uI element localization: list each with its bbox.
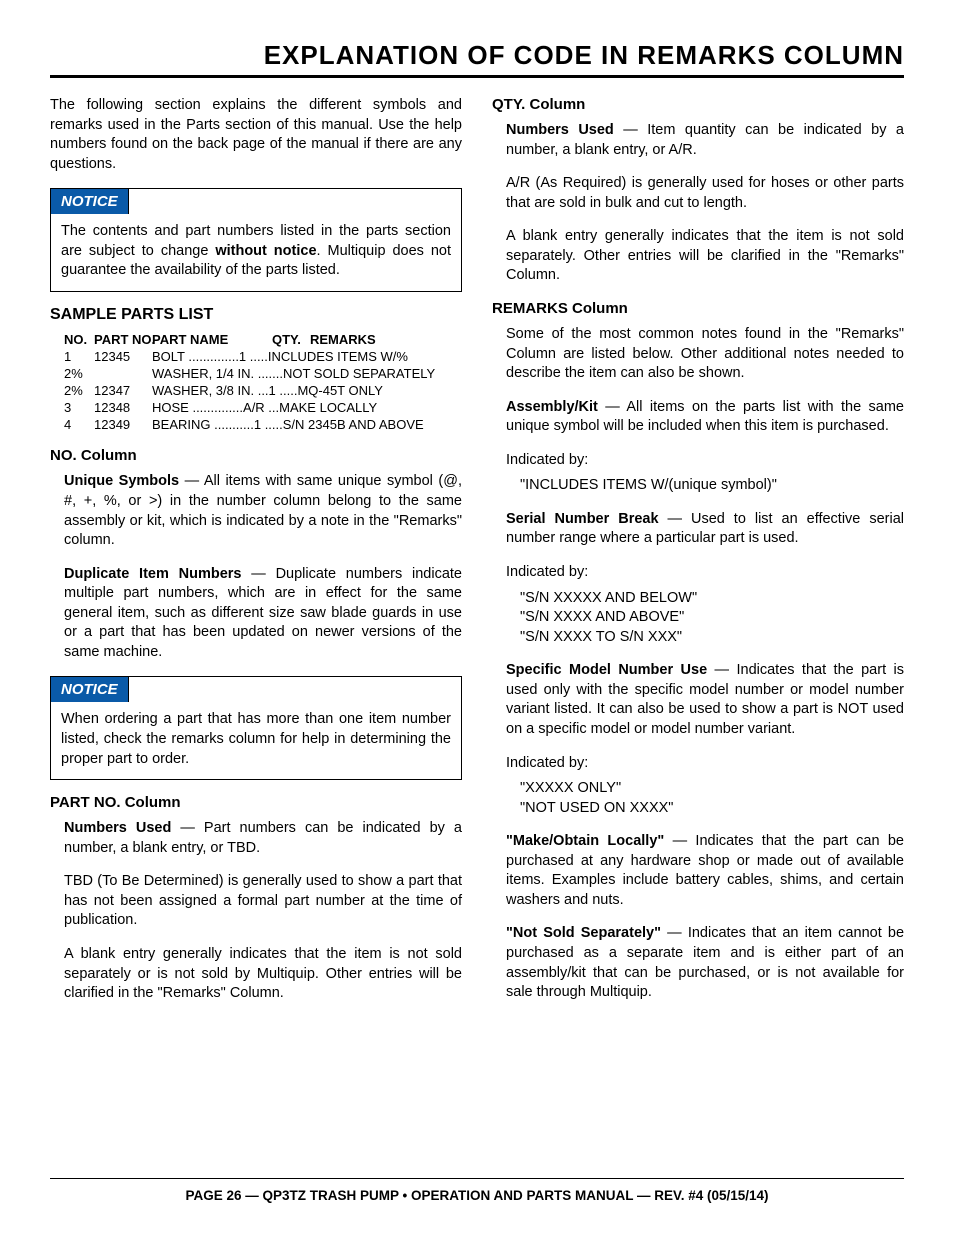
sample-parts-table: NO.PART NO.PART NAMEQTY.REMARKS 112345BO… (50, 332, 462, 433)
sample-parts-heading: SAMPLE PARTS LIST (50, 306, 462, 324)
assembly-kit-p: Assembly/Kit — All items on the parts li… (506, 398, 904, 437)
notice-body: When ordering a part that has more than … (51, 702, 461, 779)
partno-p1: Numbers Used — Part numbers can be indic… (64, 819, 462, 858)
content-columns: The following section explains the diffe… (50, 96, 904, 1018)
notice-label: NOTICE (50, 676, 129, 702)
no-col-p2: Duplicate Item Numbers — Duplicate numbe… (64, 565, 462, 663)
snb-q1: "S/N XXXXX AND BELOW" (520, 589, 904, 609)
table-header-row: NO.PART NO.PART NAMEQTY.REMARKS (64, 332, 462, 347)
snb-q2: "S/N XXXX AND ABOVE" (520, 608, 904, 628)
indicated-by-3: Indicated by: (506, 754, 904, 774)
table-row: 2%WASHER, 1/4 IN. .......NOT SOLD SEPARA… (64, 366, 462, 383)
indicated-by-1: Indicated by: (506, 451, 904, 471)
partno-p1-lead: Numbers Used (64, 820, 171, 836)
partno-column-heading: PART NO. Column (50, 794, 462, 811)
assembly-quote: "INCLUDES ITEMS W/(unique symbol)" (520, 476, 904, 496)
serial-break-lead: Serial Number Break (506, 511, 659, 527)
notice-text-bold: without notice (215, 243, 316, 259)
qty-column-heading: QTY. Column (492, 96, 904, 113)
notice-label: NOTICE (50, 188, 129, 214)
qty-p1: Numbers Used — Item quantity can be indi… (506, 121, 904, 160)
th-qty: QTY. (272, 332, 310, 347)
no-col-p1-lead: Unique Symbols (64, 473, 179, 489)
smn-q2: "NOT USED ON XXXX" (520, 799, 904, 819)
qty-p3: A blank entry generally indicates that t… (506, 227, 904, 286)
make-locally-lead: "Make/Obtain Locally" (506, 833, 664, 849)
left-column: The following section explains the diffe… (50, 96, 462, 1018)
th-no: NO. (64, 332, 94, 347)
table-row: 312348HOSE ..............A/R ...MAKE LOC… (64, 400, 462, 417)
specific-model-lead: Specific Model Number Use (506, 662, 707, 678)
no-column-heading: NO. Column (50, 447, 462, 464)
indicated-by-2: Indicated by: (506, 563, 904, 583)
th-part: PART NO. (94, 332, 152, 347)
notice-box-1: NOTICE The contents and part numbers lis… (50, 188, 462, 292)
no-col-p2-lead: Duplicate Item Numbers (64, 566, 242, 582)
th-name: PART NAME (152, 332, 272, 347)
specific-model-p: Specific Model Number Use — Indicates th… (506, 661, 904, 739)
notice-body: The contents and part numbers listed in … (51, 214, 461, 291)
partno-p3: A blank entry generally indicates that t… (64, 945, 462, 1004)
qty-p2: A/R (As Required) is generally used for … (506, 174, 904, 213)
notice-box-2: NOTICE When ordering a part that has mor… (50, 676, 462, 780)
not-sold-sep-p: "Not Sold Separately" — Indicates that a… (506, 924, 904, 1002)
remarks-intro: Some of the most common notes found in t… (506, 325, 904, 384)
right-column: QTY. Column Numbers Used — Item quantity… (492, 96, 904, 1018)
qty-p1-lead: Numbers Used (506, 122, 614, 138)
specific-model-quotes: "XXXXX ONLY" "NOT USED ON XXXX" (520, 779, 904, 818)
page-footer: PAGE 26 — QP3TZ TRASH PUMP • OPERATION A… (50, 1158, 904, 1205)
serial-break-quotes: "S/N XXXXX AND BELOW" "S/N XXXX AND ABOV… (520, 589, 904, 648)
serial-break-p: Serial Number Break — Used to list an ef… (506, 510, 904, 549)
assembly-kit-lead: Assembly/Kit (506, 399, 598, 415)
page-title: EXPLANATION OF CODE IN REMARKS COLUMN (50, 40, 904, 78)
smn-q1: "XXXXX ONLY" (520, 779, 904, 799)
table-row: 412349BEARING ...........1 .....S/N 2345… (64, 417, 462, 434)
partno-p2: TBD (To Be Determined) is generally used… (64, 872, 462, 931)
table-row: 2%12347WASHER, 3/8 IN. ...1 .....MQ-45T … (64, 383, 462, 400)
remarks-column-heading: REMARKS Column (492, 300, 904, 317)
table-row: 112345BOLT ..............1 .....INCLUDES… (64, 349, 462, 366)
make-locally-p: "Make/Obtain Locally" — Indicates that t… (506, 832, 904, 910)
intro-paragraph: The following section explains the diffe… (50, 96, 462, 174)
footer-text: PAGE 26 — QP3TZ TRASH PUMP • OPERATION A… (185, 1188, 768, 1203)
th-rem: REMARKS (310, 332, 376, 347)
not-sold-sep-lead: "Not Sold Separately" (506, 925, 661, 941)
snb-q3: "S/N XXXX TO S/N XXX" (520, 628, 904, 648)
no-col-p1: Unique Symbols — All items with same uni… (64, 472, 462, 550)
